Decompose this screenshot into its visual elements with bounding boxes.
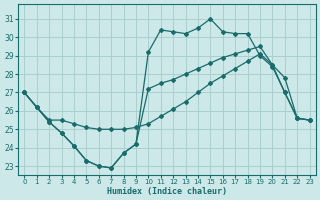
- X-axis label: Humidex (Indice chaleur): Humidex (Indice chaleur): [107, 187, 227, 196]
